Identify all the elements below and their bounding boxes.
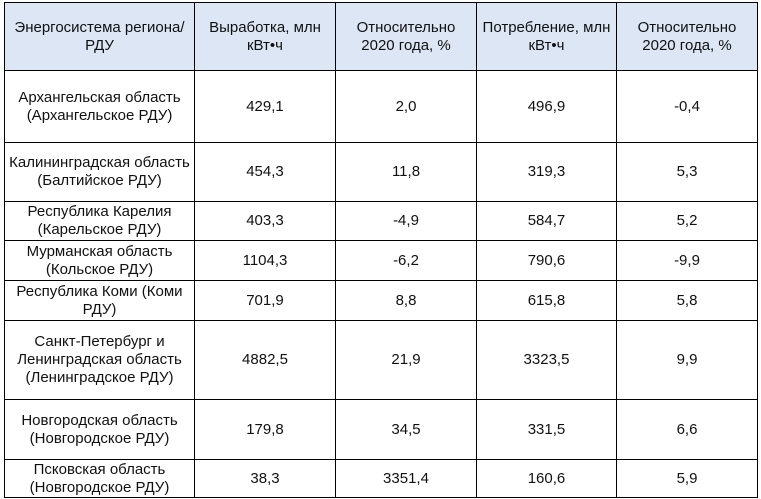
region-cell: Новгородская область (Новгородское РДУ) — [4, 399, 195, 460]
header-row: Энергосистема региона/ РДУ Выработка, мл… — [4, 2, 758, 71]
production-change-cell: 21,9 — [335, 320, 477, 400]
header-production-change: Относительно 2020 года, % — [335, 2, 477, 71]
consumption-change-cell: 6,6 — [616, 399, 758, 460]
production-change-cell: -4,9 — [335, 201, 477, 241]
production-cell: 4882,5 — [194, 320, 336, 400]
header-region: Энергосистема региона/ РДУ — [4, 2, 195, 71]
region-cell: Мурманская область (Кольское РДУ) — [4, 240, 195, 281]
consumption-cell: 584,7 — [476, 201, 617, 241]
production-change-cell: 2,0 — [335, 70, 477, 143]
table-row: Республика Коми (Коми РДУ) 701,9 8,8 615… — [4, 280, 758, 321]
table-row: Архангельская область (Архангельское РДУ… — [4, 70, 758, 143]
header-consumption-change: Относительно 2020 года, % — [616, 2, 758, 71]
table-row: Мурманская область (Кольское РДУ) 1104,3… — [4, 240, 758, 281]
table-row: Санкт-Петербург и Ленинградская область … — [4, 320, 758, 400]
production-cell: 38,3 — [194, 459, 336, 498]
consumption-cell: 331,5 — [476, 399, 617, 460]
consumption-cell: 615,8 — [476, 280, 617, 321]
header-consumption: Потребление, млн кВт•ч — [476, 2, 617, 71]
region-cell: Псковская область (Новгородское РДУ) — [4, 459, 195, 498]
consumption-cell: 319,3 — [476, 142, 617, 202]
consumption-change-cell: -9,9 — [616, 240, 758, 281]
production-change-cell: 8,8 — [335, 280, 477, 321]
consumption-change-cell: 5,3 — [616, 142, 758, 202]
consumption-cell: 3323,5 — [476, 320, 617, 400]
production-cell: 179,8 — [194, 399, 336, 460]
region-cell: Калининградская область (Балтийское РДУ) — [4, 142, 195, 202]
region-cell: Санкт-Петербург и Ленинградская область … — [4, 320, 195, 400]
table-row: Новгородская область (Новгородское РДУ) … — [4, 399, 758, 460]
production-cell: 701,9 — [194, 280, 336, 321]
energy-table: Энергосистема региона/ РДУ Выработка, мл… — [4, 2, 758, 498]
region-cell: Республика Коми (Коми РДУ) — [4, 280, 195, 321]
table-row: Республика Карелия (Карельское РДУ) 403,… — [4, 201, 758, 241]
production-change-cell: 11,8 — [335, 142, 477, 202]
production-cell: 429,1 — [194, 70, 336, 143]
consumption-change-cell: 5,9 — [616, 459, 758, 498]
production-cell: 1104,3 — [194, 240, 336, 281]
production-change-cell: 34,5 — [335, 399, 477, 460]
region-cell: Архангельская область (Архангельское РДУ… — [4, 70, 195, 143]
production-cell: 403,3 — [194, 201, 336, 241]
header-production: Выработка, млн кВт•ч — [194, 2, 336, 71]
consumption-cell: 160,6 — [476, 459, 617, 498]
production-change-cell: -6,2 — [335, 240, 477, 281]
production-cell: 454,3 — [194, 142, 336, 202]
table-row: Калининградская область (Балтийское РДУ)… — [4, 142, 758, 202]
consumption-cell: 790,6 — [476, 240, 617, 281]
consumption-change-cell: 5,8 — [616, 280, 758, 321]
region-cell: Республика Карелия (Карельское РДУ) — [4, 201, 195, 241]
production-change-cell: 3351,4 — [335, 459, 477, 498]
consumption-change-cell: 9,9 — [616, 320, 758, 400]
consumption-change-cell: -0,4 — [616, 70, 758, 143]
consumption-cell: 496,9 — [476, 70, 617, 143]
consumption-change-cell: 5,2 — [616, 201, 758, 241]
table-row: Псковская область (Новгородское РДУ) 38,… — [4, 459, 758, 498]
